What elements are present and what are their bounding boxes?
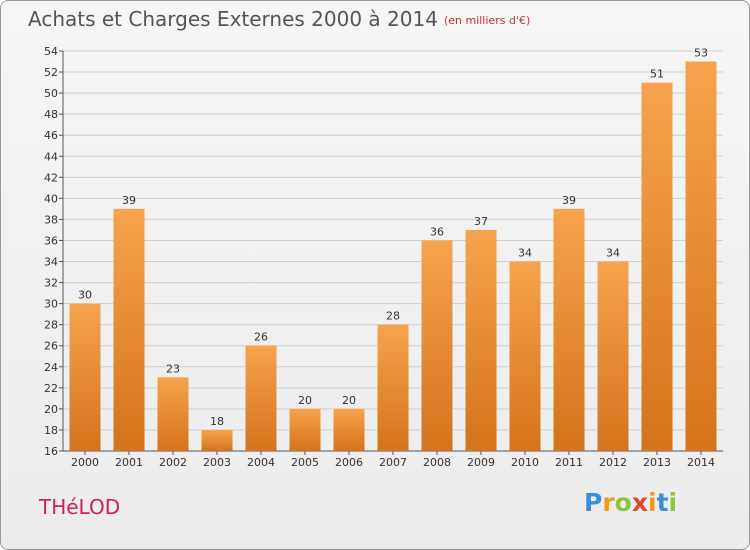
- y-tick-label: 54: [44, 45, 58, 58]
- x-tick-label: 2012: [599, 456, 627, 469]
- y-tick-label: 48: [44, 108, 58, 121]
- x-tick-label: 2007: [379, 456, 407, 469]
- y-tick-label: 52: [44, 66, 58, 79]
- bar: [685, 61, 717, 452]
- bar-value-label: 20: [298, 394, 312, 407]
- y-tick-label: 24: [44, 361, 58, 374]
- y-tick-label: 42: [44, 171, 58, 184]
- bar-value-label: 39: [562, 194, 576, 207]
- bar-value-label: 51: [650, 68, 664, 81]
- logo-letter: i: [648, 488, 657, 517]
- x-tick-label: 2008: [423, 456, 451, 469]
- bar: [377, 324, 409, 451]
- bar-value-label: 20: [342, 394, 356, 407]
- bar-value-label: 34: [606, 247, 620, 260]
- logo-letter: r: [602, 488, 615, 517]
- x-tick-label: 2000: [71, 456, 99, 469]
- bar-value-label: 36: [430, 225, 444, 238]
- bar: [553, 208, 585, 451]
- bar: [333, 408, 365, 451]
- location-label: THéLOD: [39, 495, 121, 519]
- y-tick-label: 30: [44, 298, 58, 311]
- y-tick-label: 44: [44, 150, 58, 163]
- bar: [597, 261, 629, 451]
- y-tick-label: 32: [44, 277, 58, 290]
- bar-value-label: 23: [166, 362, 180, 375]
- y-tick-label: 22: [44, 382, 58, 395]
- y-tick-label: 18: [44, 424, 58, 437]
- y-tick-label: 50: [44, 87, 58, 100]
- logo-letter: P: [584, 488, 603, 517]
- bar-value-label: 34: [518, 247, 532, 260]
- proxiti-logo[interactable]: Proxiti: [584, 488, 677, 517]
- y-tick-label: 38: [44, 213, 58, 226]
- x-tick-label: 2014: [687, 456, 715, 469]
- logo-letter: x: [631, 488, 648, 517]
- bar-value-label: 28: [386, 310, 400, 323]
- bar: [641, 82, 673, 451]
- y-tick-label: 20: [44, 403, 58, 416]
- y-tick-label: 46: [44, 129, 58, 142]
- bar: [421, 240, 453, 451]
- bar-value-label: 26: [254, 331, 268, 344]
- logo-letter: o: [614, 488, 632, 517]
- x-tick-label: 2004: [247, 456, 275, 469]
- bar: [245, 345, 277, 451]
- bar: [465, 229, 497, 451]
- x-tick-label: 2011: [555, 456, 583, 469]
- x-tick-label: 2003: [203, 456, 231, 469]
- y-tick-label: 34: [44, 256, 58, 269]
- bar-value-label: 37: [474, 215, 488, 228]
- labels: 30 2000 39 2001 23 2002 18 2003 26 2004 20 2005 20 20…: [71, 47, 715, 469]
- x-tick-label: 2005: [291, 456, 319, 469]
- bar-value-label: 53: [694, 47, 708, 60]
- bar-value-label: 39: [122, 194, 136, 207]
- bar: [201, 429, 233, 451]
- bar: [157, 377, 189, 451]
- bar: [289, 408, 321, 451]
- bar: [69, 303, 101, 451]
- x-tick-label: 2009: [467, 456, 495, 469]
- bar-value-label: 18: [210, 415, 224, 428]
- chart-title: Achats et Charges Externes 2000 à 2014 (e…: [28, 7, 530, 31]
- logo-letter: i: [668, 488, 678, 517]
- chart-unit-text: (en milliers d'€): [443, 14, 531, 27]
- logo-letter: t: [656, 488, 669, 517]
- bar: [113, 208, 145, 451]
- bars: [69, 61, 717, 452]
- x-tick-label: 2002: [159, 456, 187, 469]
- chart-title-text: Achats et Charges Externes 2000 à 2014: [28, 7, 438, 31]
- y-tick-label: 36: [44, 234, 58, 247]
- y-tick-label: 28: [44, 319, 58, 332]
- bar: [509, 261, 541, 451]
- y-tick-label: 16: [44, 445, 58, 458]
- y-tick-label: 26: [44, 340, 58, 353]
- bar-value-label: 30: [78, 289, 92, 302]
- x-tick-label: 2006: [335, 456, 363, 469]
- y-tick-label: 40: [44, 192, 58, 205]
- x-tick-label: 2013: [643, 456, 671, 469]
- x-tick-label: 2010: [511, 456, 539, 469]
- x-tick-label: 2001: [115, 456, 143, 469]
